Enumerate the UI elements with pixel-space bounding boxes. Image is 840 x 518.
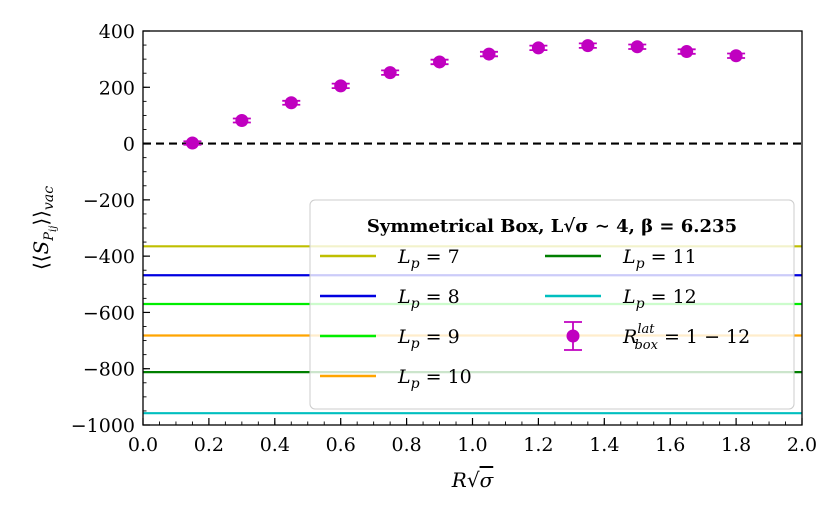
legend-item-l-p-8: Lp = 8 (320, 286, 460, 312)
data-point (331, 79, 350, 93)
y-tick-label: 0 (123, 134, 135, 156)
y-tick-label: 200 (99, 77, 135, 99)
x-tick-label: 1.6 (655, 434, 685, 456)
legend-item-l-p-10: Lp = 10 (320, 366, 472, 392)
y-tick-label: −800 (83, 359, 135, 381)
legend-label: Lp = 7 (397, 246, 460, 272)
legend-label: Lp = 12 (622, 286, 697, 312)
data-point (628, 40, 647, 54)
axis-titles: R√σ ⟨⟨SPij⟩⟩vac (29, 186, 495, 492)
y-tick-label: 400 (99, 21, 135, 43)
legend: Symmetrical Box, L√σ ∼ 4, β = 6.235 Lp = … (309, 199, 795, 410)
data-point (282, 96, 301, 110)
x-tick-label: 1.2 (523, 434, 553, 456)
y-tick-label: −400 (83, 246, 135, 268)
legend-item-series: Rlat box = 1 − 12 (564, 321, 750, 353)
legend-label-series: Rlat box = 1 − 12 (622, 322, 750, 353)
marker (284, 96, 298, 110)
data-point (183, 136, 202, 150)
x-tick-label: 0.8 (391, 434, 421, 456)
x-tick-label: 0.2 (194, 434, 224, 456)
marker (433, 55, 447, 69)
x-axis-title: R√σ (451, 468, 495, 492)
x-tick-label: 2.0 (787, 434, 817, 456)
x-tick-label: 0.6 (326, 434, 356, 456)
x-axis: 0.0 0.2 0.4 0.6 0.8 1.0 1.2 1.4 1.6 1.8 2.0 (128, 418, 817, 456)
x-tick-label: 1.0 (457, 434, 487, 456)
legend-item-l-p-11: Lp = 11 (545, 246, 697, 272)
marker (729, 49, 743, 63)
marker (235, 113, 249, 127)
marker (630, 40, 644, 54)
legend-item-l-p-12: Lp = 12 (545, 286, 697, 312)
marker (680, 45, 694, 59)
data-point (430, 55, 449, 69)
marker (334, 79, 348, 93)
y-axis-title: ⟨⟨SPij⟩⟩vac (29, 186, 59, 270)
marker (482, 47, 496, 61)
legend-marker (566, 329, 580, 343)
legend-label: Lp = 10 (397, 366, 472, 392)
legend-label: Lp = 8 (397, 286, 460, 312)
data-point (727, 49, 746, 63)
data-markers (183, 39, 746, 150)
legend-item-l-p-9: Lp = 9 (320, 326, 460, 352)
x-tick-label: 0.0 (128, 434, 158, 456)
data-point (529, 41, 548, 55)
y-axis: 400 200 0 −200 −400 −600 −800 −1000 (71, 21, 150, 437)
marker (383, 66, 397, 80)
x-tick-label: 1.8 (721, 434, 751, 456)
data-point (578, 39, 597, 53)
x-tick-label: 1.4 (589, 434, 619, 456)
data-point (479, 47, 498, 61)
marker (185, 136, 199, 150)
data-point (381, 66, 400, 80)
data-point (232, 113, 251, 127)
x-tick-label: 0.4 (260, 434, 290, 456)
marker (581, 39, 595, 53)
legend-title: Symmetrical Box, L√σ ∼ 4, β = 6.235 (367, 216, 737, 237)
legend-label: Lp = 9 (397, 326, 460, 352)
y-tick-label: −1000 (71, 415, 135, 437)
marker (531, 41, 545, 55)
legend-label: Lp = 11 (622, 246, 697, 272)
legend-box (309, 199, 795, 410)
y-tick-label: −600 (83, 302, 135, 324)
data-point (677, 45, 696, 59)
legend-item-l-p-7: Lp = 7 (320, 246, 460, 272)
y-tick-label: −200 (83, 190, 135, 212)
